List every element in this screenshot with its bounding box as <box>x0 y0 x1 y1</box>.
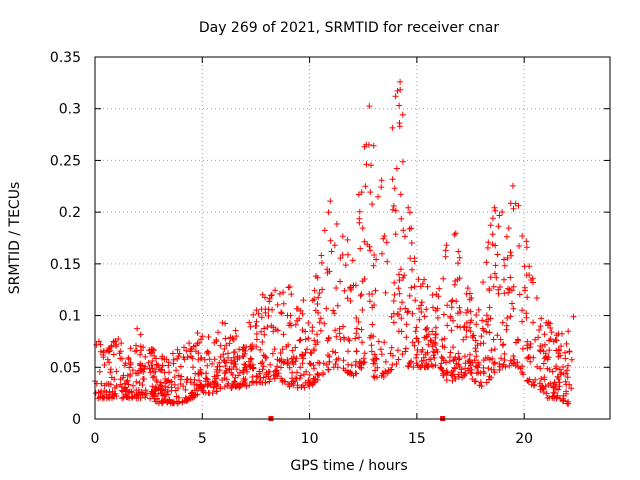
y-tick-label: 0.2 <box>59 205 81 221</box>
x-tick-label: 10 <box>301 431 319 447</box>
srmtid-series-points <box>92 78 577 407</box>
x-tick-label: 0 <box>91 431 100 447</box>
y-tick-label: 0.05 <box>50 360 81 376</box>
x-tick-label: 15 <box>408 431 426 447</box>
x-axis-label: GPS time / hours <box>290 458 407 474</box>
y-tick-label: 0.15 <box>50 257 81 273</box>
y-axis-label: SRMTID / TECUs <box>7 182 23 295</box>
y-tick-label: 0.35 <box>50 50 81 66</box>
chart-title: Day 269 of 2021, SRMTID for receiver cna… <box>199 20 500 36</box>
y-tick-label: 0.1 <box>59 309 81 325</box>
x-tick-label: 5 <box>198 431 207 447</box>
y-tick-labels: 0 0.05 0.1 0.15 0.2 0.25 0.3 0.35 <box>50 50 81 428</box>
y-tick-label: 0 <box>72 412 81 428</box>
grid-layer <box>95 57 610 419</box>
tick-layer <box>94 56 610 420</box>
x-tick-label: 20 <box>515 431 533 447</box>
y-tick-label: 0.25 <box>50 153 81 169</box>
plot-frame <box>94 56 611 420</box>
y-tick-label: 0.3 <box>59 102 81 118</box>
points-layer <box>92 78 577 407</box>
x-tick-labels: 0 5 10 15 20 <box>91 431 534 447</box>
